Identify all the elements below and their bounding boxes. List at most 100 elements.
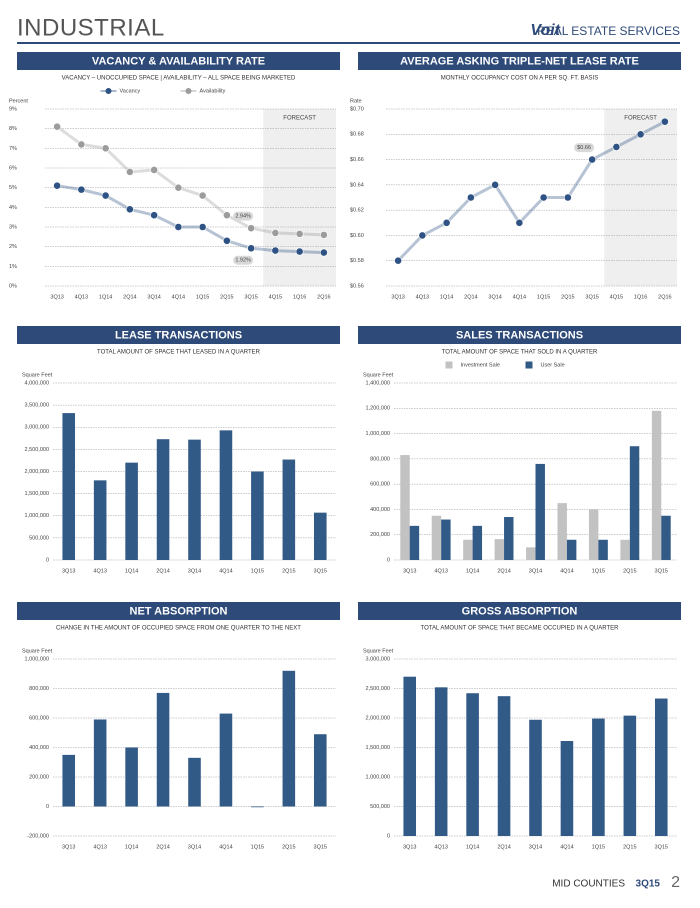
data-point xyxy=(636,130,645,139)
x-tick-label: 1Q14 xyxy=(440,294,453,300)
data-point xyxy=(125,205,134,214)
data-point xyxy=(198,191,207,200)
bar xyxy=(497,696,511,836)
legend-swatch xyxy=(525,361,533,369)
data-point xyxy=(77,185,86,194)
y-tick-label: 500,000 xyxy=(370,804,390,810)
data-point xyxy=(442,218,451,227)
x-tick-label: 2Q14 xyxy=(156,844,169,850)
bar xyxy=(463,539,473,560)
x-tick-label: 1Q15 xyxy=(592,844,605,850)
bar xyxy=(620,539,630,560)
chart-title: GROSS ABSORPTION xyxy=(462,605,578,617)
bar xyxy=(156,439,170,560)
bar xyxy=(313,734,327,807)
x-tick-label: 2Q14 xyxy=(156,568,169,574)
x-tick-label: 3Q13 xyxy=(50,294,63,300)
x-tick-label: 4Q13 xyxy=(434,844,447,850)
y-tick-label: 1,000,000 xyxy=(25,656,49,662)
x-tick-label: 3Q14 xyxy=(147,294,160,300)
y-tick-label: 2,000,000 xyxy=(25,469,49,475)
x-tick-label: 4Q13 xyxy=(93,568,106,574)
y-tick-label: 3,000,000 xyxy=(366,656,390,662)
y-axis-label: Square Feet xyxy=(22,372,53,378)
y-tick-label: 4,000,000 xyxy=(25,380,49,386)
forecast-region xyxy=(604,109,677,286)
bar xyxy=(566,539,577,560)
x-tick-label: 1Q14 xyxy=(125,844,138,850)
x-tick-label: 3Q13 xyxy=(62,568,75,574)
y-axis-label: Square Feet xyxy=(22,648,53,654)
bar xyxy=(526,547,536,560)
legend-label: Investment Sale xyxy=(461,362,500,368)
y-tick-label: 8% xyxy=(9,126,17,132)
data-point xyxy=(295,229,304,238)
bar xyxy=(623,715,637,836)
value-label-bg xyxy=(233,211,254,221)
brand-tagline: REAL ESTATE SERVICES xyxy=(537,24,680,38)
y-tick-label: 7% xyxy=(9,146,17,152)
data-point xyxy=(319,248,328,257)
data-point xyxy=(271,228,280,237)
bar xyxy=(560,741,574,836)
value-label: 2.94% xyxy=(235,214,251,220)
x-tick-label: 2Q15 xyxy=(561,294,574,300)
x-tick-label: 3Q14 xyxy=(529,844,542,850)
data-point xyxy=(539,193,548,202)
bar xyxy=(466,693,479,836)
bar xyxy=(535,463,545,560)
y-axis-label: Rate xyxy=(350,98,362,104)
page-number: 2 xyxy=(671,874,680,891)
chart-subtitle: TOTAL AMOUNT OF SPACE THAT BECAME OCCUPI… xyxy=(421,626,620,632)
data-point xyxy=(515,218,524,227)
value-label: 1.92% xyxy=(235,258,251,264)
y-tick-label: 1,500,000 xyxy=(366,745,390,751)
y-tick-label: 1,000,000 xyxy=(366,774,390,780)
x-tick-label: 1Q14 xyxy=(466,568,479,574)
bar xyxy=(409,525,420,560)
footer-market: MID COUNTIES xyxy=(552,879,625,890)
x-tick-label: 2Q15 xyxy=(623,844,636,850)
y-tick-label: 0 xyxy=(46,804,49,810)
y-tick-label: 1,400,000 xyxy=(366,380,390,386)
x-tick-label: 3Q13 xyxy=(403,568,416,574)
chart-subtitle: CHANGE IN THE AMOUNT OF OCCUPIED SPACE F… xyxy=(56,626,301,632)
title-bar xyxy=(17,326,340,344)
y-tick-label: $0.64 xyxy=(350,182,364,188)
x-tick-label: 4Q15 xyxy=(269,294,282,300)
x-tick-label: 1Q16 xyxy=(293,294,306,300)
x-tick-label: 3Q15 xyxy=(244,294,257,300)
x-tick-label: 2Q14 xyxy=(497,844,510,850)
y-tick-label: 0 xyxy=(387,557,390,563)
x-tick-label: 3Q15 xyxy=(655,844,668,850)
y-tick-label: 400,000 xyxy=(370,507,390,513)
bar xyxy=(62,754,76,807)
y-tick-label: 400,000 xyxy=(29,745,49,751)
x-tick-label: 3Q15 xyxy=(585,294,598,300)
y-tick-label: 0 xyxy=(387,833,390,839)
data-point xyxy=(77,140,86,149)
x-tick-label: 3Q14 xyxy=(529,568,542,574)
x-tick-label: 3Q13 xyxy=(391,294,404,300)
value-label-bg xyxy=(574,143,595,153)
data-point xyxy=(394,256,403,265)
bar xyxy=(654,698,668,836)
x-tick-label: 3Q13 xyxy=(403,844,416,850)
title-bar xyxy=(358,52,681,70)
bar xyxy=(403,676,417,836)
x-tick-label: 4Q14 xyxy=(560,568,573,574)
data-point xyxy=(174,223,183,231)
y-tick-label: 800,000 xyxy=(370,456,390,462)
title-bar xyxy=(17,52,340,70)
bar xyxy=(282,459,296,560)
chart-title: NET ABSORPTION xyxy=(130,605,228,617)
x-tick-label: 1Q14 xyxy=(99,294,112,300)
title-bar xyxy=(17,602,340,620)
bar xyxy=(62,413,76,560)
forecast-label: FORECAST xyxy=(283,116,316,122)
y-tick-label: 3,000,000 xyxy=(25,425,49,431)
y-tick-label: 1,200,000 xyxy=(366,406,390,412)
x-tick-label: 3Q15 xyxy=(655,568,668,574)
bar xyxy=(588,509,599,560)
